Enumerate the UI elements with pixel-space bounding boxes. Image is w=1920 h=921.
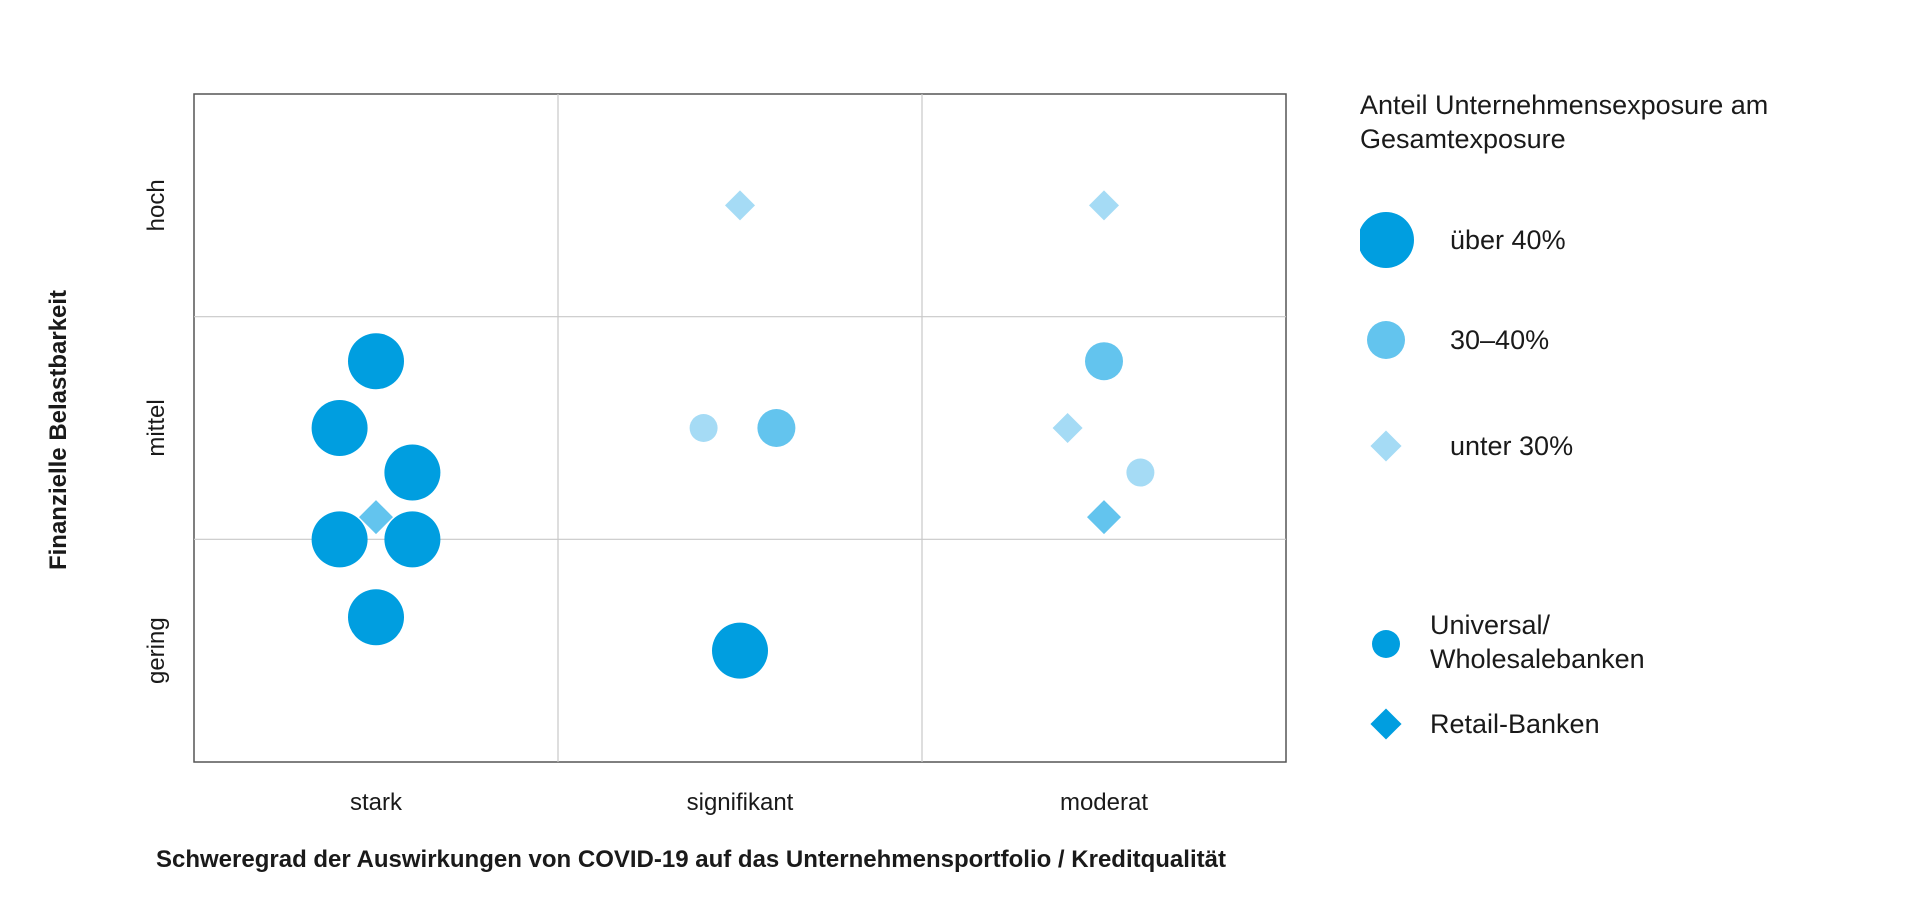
legend-label-retail-banks: Retail-Banken [1430,709,1600,739]
legend-medium-circle-icon [1367,321,1405,359]
bank-diamond-mark [1087,500,1121,535]
legend-item-size-small: unter 30% [1360,426,1573,466]
legend-item-universal-banks: Universal/ Wholesalebanken [1360,608,1690,676]
x-tick-label: moderat [1060,789,1148,816]
data-marks [311,190,1155,679]
bank-diamond-mark [725,190,755,221]
bank-circle-mark [348,333,404,390]
bank-diamond-mark [359,500,393,535]
y-tick-labels: gering mittel hoch [143,179,170,684]
bank-circle-mark [348,589,404,646]
legend-item-size-medium: 30–40% [1360,320,1549,360]
legend-item-size-large: über 40% [1360,210,1566,270]
x-tick-label: signifikant [687,789,794,816]
legend-diamond-icon [1370,708,1402,740]
bank-circle-mark [384,444,441,501]
legend-small-diamond-icon [1370,430,1402,462]
y-tick-label: gering [143,617,170,684]
legend-label-universal-banks: Universal/ Wholesalebanken [1430,610,1645,674]
legend-label-size-large: über 40% [1450,225,1566,255]
y-tick-label: mittel [143,399,170,456]
plot-frame [193,93,1287,763]
legend-large-circle-icon [1360,212,1414,268]
legend-label-size-small: unter 30% [1450,431,1574,461]
y-tick-label: hoch [143,179,170,231]
bank-circle-mark [689,414,718,442]
legend-circle-icon [1372,630,1400,658]
bank-circle-mark [311,511,368,568]
x-axis-title: Schweregrad der Auswirkungen von COVID-1… [156,846,1226,873]
grid [193,93,1287,763]
y-axis-title: Finanzielle Belastbarkeit [45,290,72,570]
bank-circle-mark [757,409,796,447]
bank-circle-mark [1126,458,1155,487]
bank-circle-mark [1085,342,1123,381]
bank-circle-mark [384,511,441,568]
legend-title: Anteil Unternehmensexposure am Gesamtexp… [1360,90,1769,154]
x-tick-label: stark [350,789,403,816]
x-tick-labels: stark signifikant moderat [350,789,1148,816]
legend: Anteil Unternehmensexposure am Gesamtexp… [1360,88,1880,740]
bank-circle-mark [712,622,768,679]
bank-diamond-mark [1089,190,1119,221]
bank-circle-mark [311,400,368,456]
bank-diamond-mark [1052,413,1083,443]
legend-item-retail-banks: Retail-Banken [1360,704,1600,744]
legend-label-size-medium: 30–40% [1450,325,1550,355]
